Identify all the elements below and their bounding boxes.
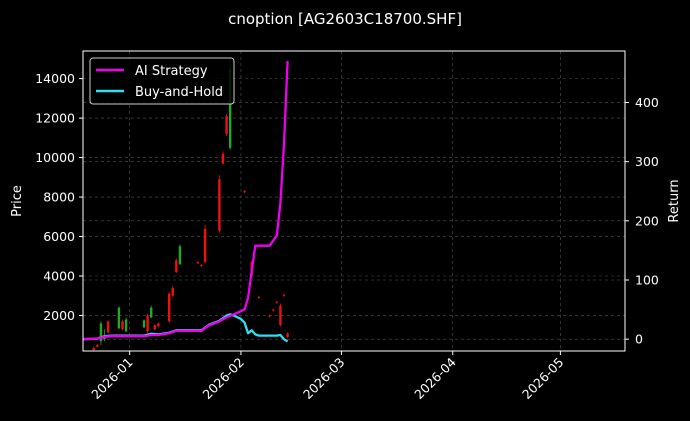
- candle-body: [268, 315, 271, 317]
- right-tick-label: 400: [635, 95, 659, 110]
- left-tick-label: 6000: [43, 229, 75, 244]
- candle-body: [106, 321, 110, 333]
- candle-body: [153, 325, 156, 330]
- right-tick-label: 200: [635, 213, 659, 228]
- candle-body: [175, 260, 178, 273]
- candle-body: [282, 294, 286, 296]
- right-axis-label: Return: [667, 179, 682, 222]
- candle-body: [275, 301, 279, 303]
- candle-body: [178, 246, 182, 265]
- candle-body: [225, 116, 228, 134]
- legend-box: [89, 57, 235, 105]
- chart-title: cnoption [AG2603C18700.SHF]: [228, 10, 462, 28]
- left-tick-label: 2000: [43, 308, 75, 323]
- candle-body: [117, 307, 121, 329]
- candle-body: [218, 179, 221, 231]
- candle-body: [124, 319, 128, 332]
- right-tick-label: 300: [635, 154, 659, 169]
- legend: AI Strategy Buy-and-Hold: [89, 57, 235, 105]
- ai-strategy-line: [82, 61, 289, 341]
- candle-body: [157, 323, 160, 327]
- candle-body: [149, 307, 153, 318]
- candle-body: [257, 296, 261, 298]
- candle-body: [99, 323, 103, 342]
- right-tick-label: 100: [635, 272, 659, 287]
- candle-body: [203, 228, 207, 263]
- candle-body: [279, 305, 282, 326]
- candle-body: [200, 265, 203, 267]
- plot-frame: [82, 50, 626, 352]
- right-tick-label: 0: [635, 332, 643, 347]
- candle-body: [221, 153, 225, 164]
- left-tick-label: 8000: [43, 190, 75, 205]
- left-tick-label: 12000: [35, 111, 75, 126]
- right-y-axis: 0 100 200 300 400: [625, 95, 659, 347]
- candle-body: [228, 68, 232, 148]
- candle-body: [286, 333, 289, 338]
- candle-body: [146, 315, 149, 332]
- candle-body: [142, 320, 146, 328]
- left-y-axis: 2000 4000 6000 8000 10000 12000 14000: [35, 71, 83, 323]
- legend-label-buy-and-hold: Buy-and-Hold: [135, 85, 223, 100]
- left-axis-label: Price: [10, 185, 25, 217]
- candle-body: [243, 191, 246, 193]
- candle-body: [92, 348, 95, 351]
- grid-lines: [83, 51, 625, 351]
- left-tick-label: 14000: [35, 71, 75, 86]
- candle-body: [96, 345, 99, 347]
- candle-body: [121, 321, 124, 330]
- legend-label-ai-strategy: AI Strategy: [135, 64, 208, 79]
- candle-body: [272, 309, 275, 311]
- left-tick-label: 10000: [35, 150, 75, 165]
- candle-body: [167, 293, 171, 322]
- candle-body: [171, 287, 174, 296]
- candle-body: [196, 262, 200, 264]
- left-tick-label: 4000: [43, 269, 75, 284]
- return-lines: [82, 61, 289, 343]
